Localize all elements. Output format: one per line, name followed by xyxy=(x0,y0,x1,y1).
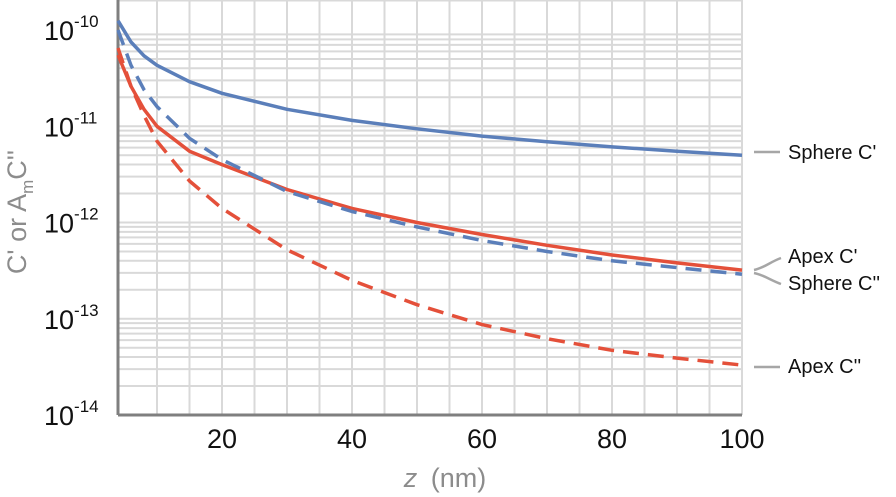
x-tick-label: 80 xyxy=(597,424,627,454)
y-tick-exponent: -14 xyxy=(74,397,99,416)
series-layer xyxy=(116,19,743,367)
legend-leader-apex-c1 xyxy=(753,256,782,272)
y-tick-base: 10 xyxy=(44,16,74,46)
y-axis-label: C' or AmC'' xyxy=(2,150,37,274)
y-tick-exponent: -10 xyxy=(74,12,99,31)
x-axis-label: z (nm) xyxy=(403,463,487,493)
y-tick-base: 10 xyxy=(44,112,74,142)
legend-label-apex-c1: Apex C' xyxy=(788,246,857,268)
y-tick-exponent: -12 xyxy=(74,205,99,224)
y-tick-label: 10-13 xyxy=(44,301,99,335)
y-tick-base: 10 xyxy=(44,209,74,239)
legend-label-sphere-c2: Sphere C'' xyxy=(788,273,880,295)
legend-leader-sphere-c2 xyxy=(753,271,782,286)
y-axis-label-part2: C'' xyxy=(2,150,32,180)
legend-label-apex-c2: Apex C'' xyxy=(788,356,861,378)
series-line-sphere-c xyxy=(116,19,743,157)
x-tick-label: 60 xyxy=(467,424,497,454)
x-axis-variable: z xyxy=(403,463,418,493)
x-tick-label: 100 xyxy=(719,424,764,454)
y-tick-label: 10-10 xyxy=(44,12,99,46)
y-tick-label: 10-14 xyxy=(44,397,99,431)
y-tick-exponent: -11 xyxy=(74,108,97,127)
x-axis-unit: (nm) xyxy=(431,463,487,493)
legend: Sphere C' Apex C' Sphere C'' Apex C'' xyxy=(753,142,880,378)
y-tick-label: 10-11 xyxy=(44,108,97,142)
series-line-apex-c xyxy=(116,47,743,367)
x-tick-label: 20 xyxy=(207,424,237,454)
legend-label-sphere-c1: Sphere C' xyxy=(788,142,876,164)
grid xyxy=(118,0,743,416)
y-tick-label: 10-12 xyxy=(44,205,99,239)
y-tick-base: 10 xyxy=(44,305,74,335)
x-tick-labels: 20 40 60 80 100 xyxy=(207,424,765,454)
series-line-sphere-c xyxy=(116,29,743,276)
axes xyxy=(116,0,742,417)
y-axis-label-part1: C' or A xyxy=(2,194,32,274)
series-line-apex-c xyxy=(116,54,743,272)
y-axis-label-subscript: m xyxy=(18,180,37,194)
y-tick-base: 10 xyxy=(44,401,74,431)
x-tick-label: 40 xyxy=(337,424,367,454)
y-tick-exponent: -13 xyxy=(74,301,99,320)
